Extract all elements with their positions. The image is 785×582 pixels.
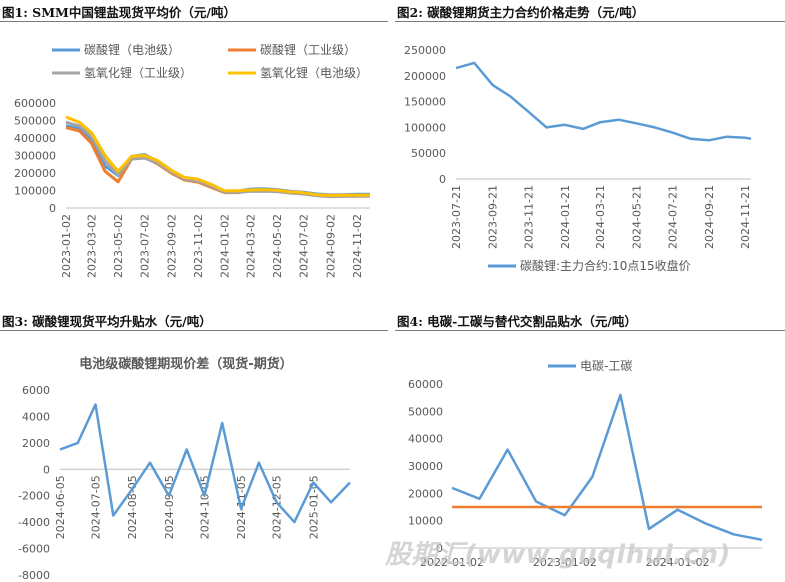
chart1-ytick-label: 300000 [14,150,56,163]
chart3-xtick-label: 2024-06-05 [54,475,67,539]
chart1-legend-label: 氢氧化锂（工业级） [84,65,192,80]
chart1-xtick-label: 2024-11-02 [351,214,364,278]
figure-1-rule [0,21,388,22]
chart1-ytick-label: 200000 [14,167,56,180]
chart2-ytick-label: 250000 [404,44,446,57]
chart3-ytick-label: -4000 [18,516,50,529]
chart4-ytick-label: 30000 [408,460,443,473]
chart1-xtick-label: 2024-09-02 [324,214,337,278]
chart2-xtick-label: 2024-01-21 [559,185,572,249]
chart3-xtick-label: 2024-08-05 [126,475,139,539]
chart2-ytick-label: 50000 [411,147,446,160]
chart2-ytick-label: 100000 [404,121,446,134]
chart1-series-3-line [65,120,370,199]
chart3-xtick-label: 2024-07-05 [90,475,103,539]
chart1-legend-label: 碳酸锂（电池级） [84,42,180,57]
chart2-ytick-label: 0 [439,173,446,186]
chart3-ytick-label: 4000 [22,410,50,423]
chart3-ytick-label: 6000 [22,384,50,397]
chart1-ytick-label: 600000 [14,97,56,110]
chart1-ytick-label: 500000 [14,115,56,128]
figure-1-title: 图1: SMM中国锂盐现货平均价（元/吨） [2,2,236,21]
chart2-series-1-line [455,61,752,142]
chart2-xtick-label: 2024-05-21 [630,185,643,249]
chart3-ytick-label: -2000 [18,490,50,503]
chart2-xtick-label: 2023-07-21 [450,185,463,249]
chart4-ytick-label: 10000 [408,515,443,528]
chart4-ytick-label: 60000 [408,378,443,391]
chart4-ytick-label: 50000 [408,405,443,418]
chart3-series-1-line [59,403,351,524]
chart1-xtick-label: 2023-09-02 [166,214,179,278]
figure-2-rule [395,21,785,22]
figure-4-label: 图4: [397,314,423,329]
figure-4-title: 图4: 电碳-工碳与替代交割品贴水（元/吨） [397,311,637,330]
chart4-xtick-label: 2023-01-02 [533,556,597,569]
chart2-xtick-label: 2023-09-21 [487,185,500,249]
chart1-series-4-line [65,115,370,197]
chart2-ytick-label: 200000 [404,70,446,83]
chart2-xtick-label: 2024-07-21 [666,185,679,249]
chart2-xtick-label: 2024-11-21 [739,185,752,249]
figure-2-title-text: 碳酸锂期货主力合约价格走势（元/吨） [427,5,645,20]
chart3-xtick-label: 2025-01-05 [307,475,320,539]
chart4-ytick-label: 40000 [408,433,443,446]
figure-3-rule [0,330,388,331]
chart4-ytick-label: 20000 [408,487,443,500]
chart3-ytick-label: 2000 [22,437,50,450]
chart2-legend-label: 碳酸锂:主力合约:10点15收盘价 [520,258,691,273]
figure-3-label: 图3: [2,314,28,329]
chart2-xtick-label: 2024-03-21 [594,185,607,249]
chart1-ytick-label: 400000 [14,132,56,145]
figure-1-title-text: SMM中国锂盐现货平均价（元/吨） [32,5,236,20]
chart1-xtick-label: 2023-03-02 [86,214,99,278]
chart1-xtick-label: 2023-11-02 [192,214,205,278]
chart1-xtick-label: 2024-01-02 [219,214,232,278]
chart3-ytick-label: 0 [43,463,50,476]
chart1-legend-label: 氢氧化锂（电池级） [260,65,368,80]
chart1-xtick-label: 2024-03-02 [245,214,258,278]
chart2-ytick-label: 150000 [404,96,446,109]
chart1-xtick-label: 2023-01-02 [60,214,73,278]
figure-3-title: 图3: 碳酸锂现货平均升贴水（元/吨） [2,311,212,330]
chart4-xtick-label: 2024-01-02 [646,556,710,569]
chart4-series-1-line [451,393,763,542]
chart3-ytick-label: -6000 [18,543,50,556]
figure-2-title: 图2: 碳酸锂期货主力合约价格走势（元/吨） [397,2,644,21]
chart1-xtick-label: 2024-05-02 [271,214,284,278]
chart4-ytick-label: 0 [436,542,443,555]
chart1-ytick-label: 0 [49,202,56,215]
chart4-legend-label: 电碳-工碳 [580,359,632,373]
chart1-xtick-label: 2023-05-02 [112,214,125,278]
chart3-ytick-label: -8000 [18,569,50,582]
chart4-xtick-label: 2022-01-02 [420,556,484,569]
chart1-series-1-line [65,124,370,197]
chart1-xtick-label: 2023-07-02 [139,214,152,278]
figure-4-rule [395,330,785,331]
chart3-title: 电池级碳酸锂期现价差（现货-期货） [79,356,292,372]
chart2-xtick-label: 2023-11-21 [523,185,536,249]
watermark: 股期汇(www.guqihui.cn) [385,540,731,570]
figure-1-label: 图1: [2,5,28,20]
chart1-legend-label: 碳酸锂（工业级） [260,42,356,57]
chart1-ytick-label: 100000 [14,185,56,198]
chart3-xtick-label: 2024-12-05 [271,475,284,539]
figure-2-label: 图2: [397,5,423,20]
chart1-xtick-label: 2024-07-02 [298,214,311,278]
chart2-xtick-label: 2024-09-21 [703,185,716,249]
figure-4-title-text: 电碳-工碳与替代交割品贴水（元/吨） [427,314,637,329]
figure-3-title-text: 碳酸锂现货平均升贴水（元/吨） [32,314,212,329]
